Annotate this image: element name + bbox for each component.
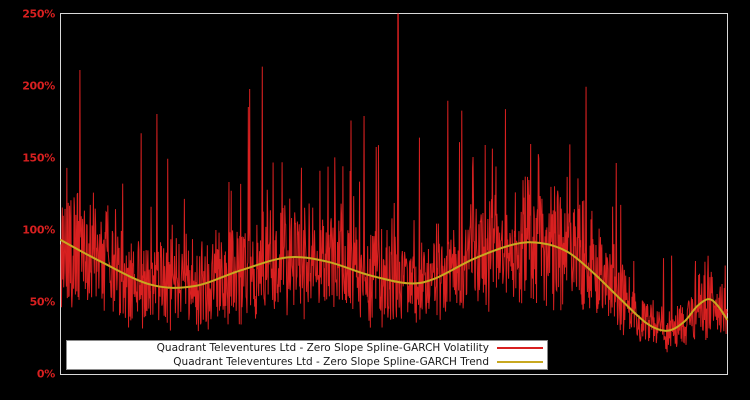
- legend-swatch-trend: [497, 361, 543, 363]
- y-axis-tick-100: 100%: [22, 223, 55, 237]
- y-axis-tick-150: 150%: [22, 151, 55, 165]
- y-axis-tick-250: 250%: [22, 7, 55, 21]
- legend-label-trend: Quadrant Televentures Ltd - Zero Slope S…: [173, 356, 489, 368]
- legend-swatch-volatility: [497, 347, 543, 349]
- legend-entry-volatility[interactable]: Quadrant Televentures Ltd - Zero Slope S…: [67, 341, 547, 355]
- y-axis-tick-0: 0%: [36, 367, 55, 381]
- y-axis-tick-200: 200%: [22, 79, 55, 93]
- y-axis-tick-labels: 0% 50% 100% 150% 200% 250%: [0, 0, 55, 400]
- trend-series-path: [60, 239, 728, 332]
- volatility-series-group: [60, 13, 728, 353]
- legend-label-volatility: Quadrant Televentures Ltd - Zero Slope S…: [156, 342, 489, 354]
- y-axis-tick-50: 50%: [29, 295, 56, 309]
- trend-series-group: [60, 239, 728, 332]
- legend-entry-trend[interactable]: Quadrant Televentures Ltd - Zero Slope S…: [67, 355, 547, 369]
- chart-legend[interactable]: Quadrant Televentures Ltd - Zero Slope S…: [66, 340, 548, 370]
- volatility-series-path: [60, 13, 728, 353]
